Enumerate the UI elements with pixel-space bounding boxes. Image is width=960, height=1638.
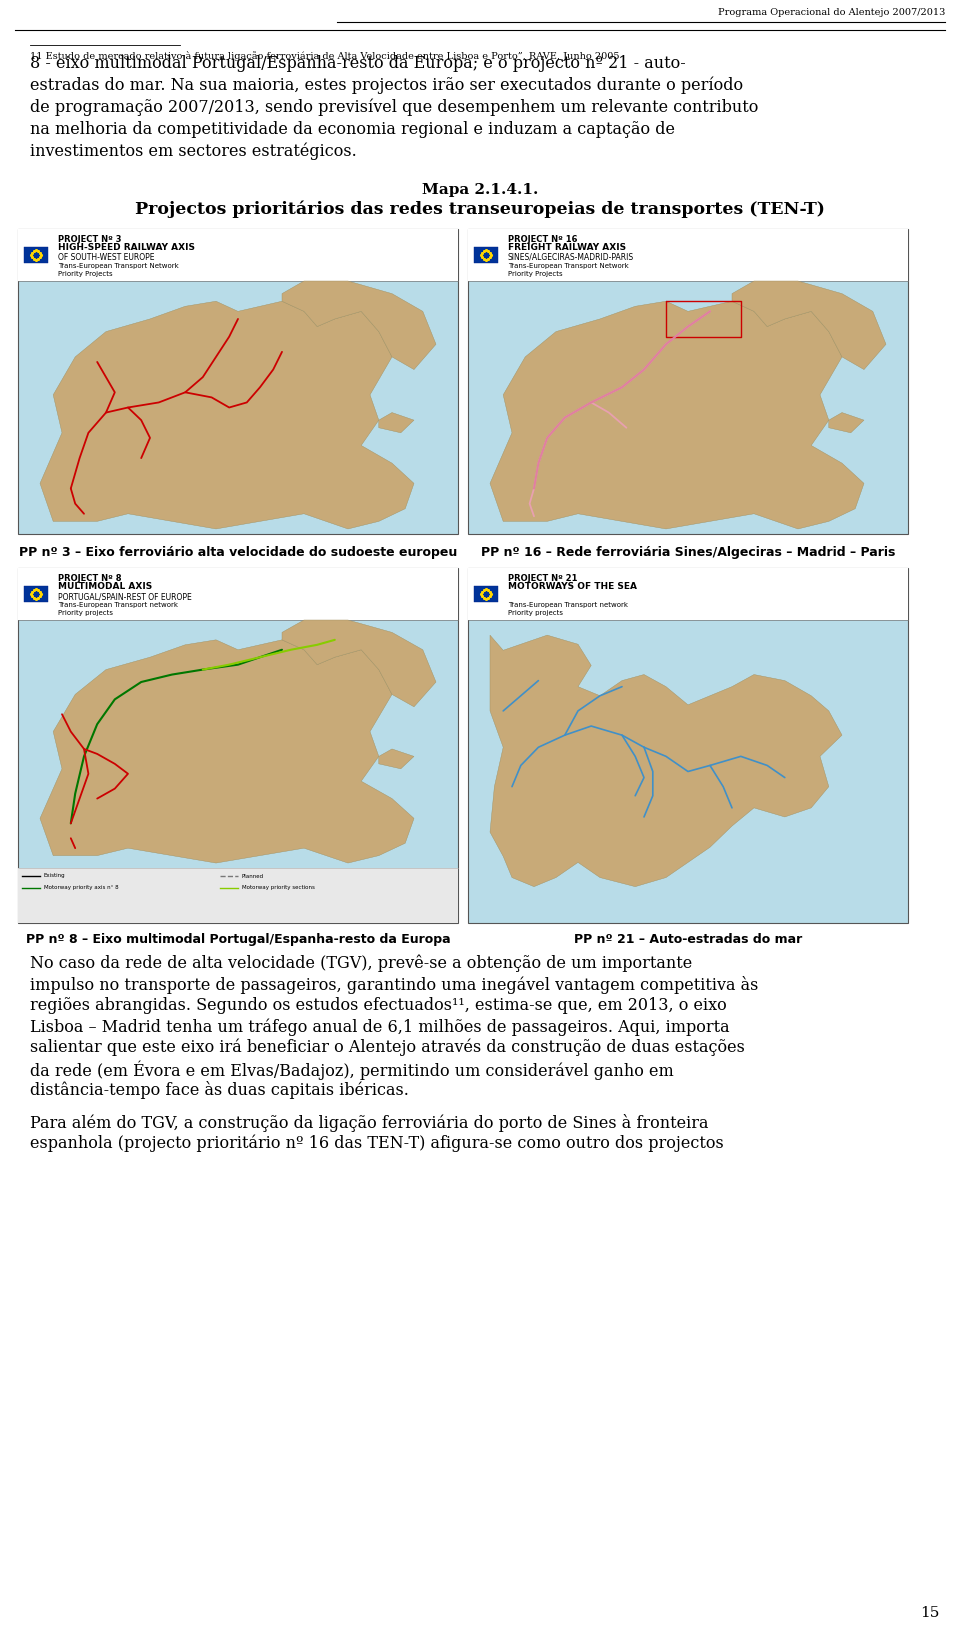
Text: Projectos prioritários das redes transeuropeias de transportes (TEN-T): Projectos prioritários das redes transeu… [135,201,825,218]
Text: de programação 2007/2013, sendo previsível que desempenhem um relevante contribu: de programação 2007/2013, sendo previsív… [30,98,758,116]
Text: PROJECT Nº 16: PROJECT Nº 16 [508,234,578,244]
Text: Priority projects: Priority projects [58,609,113,616]
Bar [474,247,498,264]
Text: distância-tempo face às duas capitais ibéricas.: distância-tempo face às duas capitais ib… [30,1081,409,1099]
Bar [18,568,458,621]
Text: Trans-European Transport network: Trans-European Transport network [508,603,628,608]
Text: Lisboa – Madrid tenha um tráfego anual de 6,1 milhões de passageiros. Aqui, impo: Lisboa – Madrid tenha um tráfego anual d… [30,1017,730,1035]
Text: Priority Projects: Priority Projects [58,270,112,277]
Bar [468,568,908,621]
Text: No caso da rede de alta velocidade (TGV), prevê-se a obtenção de um importante: No caso da rede de alta velocidade (TGV)… [30,955,692,973]
Polygon shape [732,282,886,370]
Polygon shape [379,413,414,432]
Polygon shape [40,640,414,863]
Text: PROJECT Nº 3: PROJECT Nº 3 [58,234,122,244]
Text: PORTUGAL/SPAIN-REST OF EUROPE: PORTUGAL/SPAIN-REST OF EUROPE [58,591,192,601]
Text: MOTORWAYS OF THE SEA: MOTORWAYS OF THE SEA [508,581,637,591]
Text: 15: 15 [921,1605,940,1620]
Text: PP nº 21 – Auto-estradas do mar: PP nº 21 – Auto-estradas do mar [574,934,803,947]
Bar [474,586,498,603]
Text: PROJECT Nº 21: PROJECT Nº 21 [508,573,578,583]
Text: Motorway priority axis n° 8: Motorway priority axis n° 8 [44,886,119,891]
Bar [468,229,908,282]
Text: Priority projects: Priority projects [508,609,563,616]
Text: PROJECT Nº 8: PROJECT Nº 8 [58,573,122,583]
Polygon shape [282,621,436,708]
Bar [24,586,48,603]
Text: OF SOUTH-WEST EUROPE: OF SOUTH-WEST EUROPE [58,252,155,262]
Text: Trans-European Transport network: Trans-European Transport network [58,603,178,608]
Bar [468,229,908,534]
Text: Motorway priority sections: Motorway priority sections [242,886,315,891]
Text: regiões abrangidas. Segundo os estudos efectuados¹¹, estima-se que, em 2013, o e: regiões abrangidas. Segundo os estudos e… [30,998,727,1014]
Text: Trans-European Transport Network: Trans-European Transport Network [508,264,629,269]
Bar [468,568,908,922]
Bar [18,229,458,534]
Bar [18,229,458,282]
Polygon shape [282,282,436,370]
Text: salientar que este eixo irá beneficiar o Alentejo através da construção de duas : salientar que este eixo irá beneficiar o… [30,1038,745,1057]
Text: PP nº 8 – Eixo multimodal Portugal/Espanha-resto da Europa: PP nº 8 – Eixo multimodal Portugal/Espan… [26,934,450,947]
Text: Priority Projects: Priority Projects [508,270,563,277]
Text: PP nº 3 – Eixo ferroviário alta velocidade do sudoeste europeu: PP nº 3 – Eixo ferroviário alta velocida… [19,545,457,559]
Text: Para além do TGV, a construção da ligação ferroviária do porto de Sines à fronte: Para além do TGV, a construção da ligaçã… [30,1114,708,1132]
Text: Existing: Existing [44,873,65,878]
Text: impulso no transporte de passageiros, garantindo uma inegável vantagem competiti: impulso no transporte de passageiros, ga… [30,976,758,994]
Text: 8 - eixo multimodal Portugal/Espanha-resto da Europa; e o projecto nº 21 - auto-: 8 - eixo multimodal Portugal/Espanha-res… [30,56,685,72]
Text: PP nº 16 – Rede ferroviária Sines/Algeciras – Madrid – Paris: PP nº 16 – Rede ferroviária Sines/Algeci… [481,545,895,559]
Polygon shape [379,749,414,768]
Text: HIGH-SPEED RAILWAY AXIS: HIGH-SPEED RAILWAY AXIS [58,242,195,252]
Text: estradas do mar. Na sua maioria, estes projectos irão ser executados durante o p: estradas do mar. Na sua maioria, estes p… [30,77,743,95]
Text: investimentos em sectores estratégicos.: investimentos em sectores estratégicos. [30,143,357,161]
Text: da rede (em Évora e em Elvas/Badajoz), permitindo um considerável ganho em: da rede (em Évora e em Elvas/Badajoz), p… [30,1060,674,1079]
Text: SINES/ALGECIRAS-MADRID-PARIS: SINES/ALGECIRAS-MADRID-PARIS [508,252,635,262]
Bar [24,247,48,264]
Text: na melhoria da competitividade da economia regional e induzam a captação de: na melhoria da competitividade da econom… [30,121,675,138]
Text: Trans-European Transport Network: Trans-European Transport Network [58,264,179,269]
Text: Mapa 2.1.4.1.: Mapa 2.1.4.1. [421,183,539,197]
Polygon shape [828,413,864,432]
Text: espanhola (projecto prioritário nº 16 das TEN-T) afigura-se como outro dos proje: espanhola (projecto prioritário nº 16 da… [30,1135,724,1153]
Bar [18,568,458,922]
Polygon shape [40,301,414,529]
Text: MULTIMODAL AXIS: MULTIMODAL AXIS [58,581,153,591]
Text: 11 Estudo de mercado relativo à futura ligação ferroviária de Alta Velocidade en: 11 Estudo de mercado relativo à futura l… [30,51,619,61]
Polygon shape [490,301,864,529]
Bar [18,868,458,922]
Text: Programa Operacional do Alentejo 2007/2013: Programa Operacional do Alentejo 2007/20… [718,8,945,16]
Text: Planned: Planned [242,873,264,878]
Text: FREIGHT RAILWAY AXIS: FREIGHT RAILWAY AXIS [508,242,626,252]
Polygon shape [490,636,842,886]
